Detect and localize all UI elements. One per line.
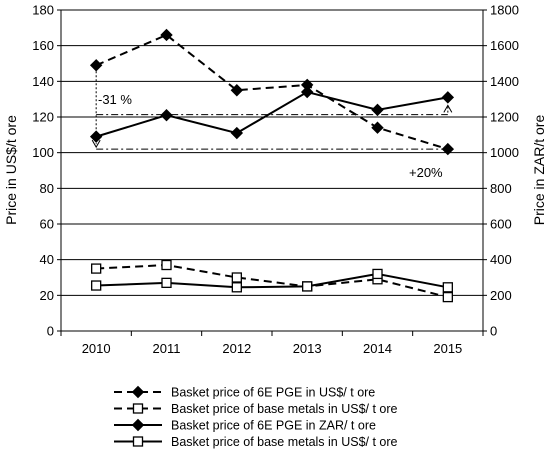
y2-tick-label: 400 [490, 252, 512, 267]
y-axis-left: 0 20 40 60 80 100 120 140 160 180 [32, 3, 61, 339]
y-tick-label: 40 [40, 252, 54, 267]
data-point [442, 291, 453, 303]
legend-item: Basket price of base metals in US$/ t or… [114, 402, 398, 416]
legend-marker [131, 418, 145, 432]
y2-tick-label: 1200 [490, 110, 519, 125]
series-layer [89, 28, 455, 303]
data-point [231, 272, 242, 283]
data-point [160, 28, 173, 42]
data-point [441, 142, 455, 156]
data-point [302, 281, 313, 292]
series-2 [89, 85, 455, 143]
x-tick-label: 2012 [222, 341, 251, 356]
legend-label: Basket price of base metals in US$/ t or… [171, 402, 398, 416]
y-tick-label: 160 [32, 38, 54, 53]
data-point [91, 280, 102, 291]
y2-tick-label: 800 [490, 181, 512, 196]
data-point [161, 259, 172, 271]
data-point [161, 277, 172, 289]
legend-marker [131, 385, 145, 399]
y2-tick-label: 1400 [490, 74, 519, 89]
data-point [89, 130, 103, 143]
series-line [96, 272, 449, 289]
series-3 [91, 268, 453, 293]
gridlines [61, 45, 483, 296]
y2-tick-label: 1600 [490, 38, 519, 53]
y-axis-title: Price in US$/t ore [3, 115, 19, 225]
data-point [441, 91, 455, 104]
legend-label: Basket price of 6E PGE in US$/ t ore [171, 386, 375, 400]
legend-label: Basket price of base metals in US$/ t or… [171, 435, 398, 449]
data-point [230, 126, 244, 140]
x-axis: 2010 2011 2012 2013 2014 2015 [60, 331, 484, 356]
x-tick-label: 2011 [153, 341, 181, 356]
y2-tick-label: 1800 [490, 3, 519, 18]
y-tick-label: 80 [40, 181, 54, 196]
y2-tick-label: 0 [490, 324, 497, 339]
data-point [442, 282, 453, 293]
y-tick-label: 100 [32, 145, 54, 160]
data-point [230, 84, 244, 97]
y2-tick-label: 1000 [490, 145, 519, 160]
y-tick-label: 120 [32, 110, 54, 125]
data-point [371, 121, 384, 134]
series-line [95, 90, 449, 138]
legend-marker [132, 403, 144, 414]
legend-item: Basket price of 6E PGE in ZAR/ t ore [114, 419, 376, 433]
y-tick-label: 140 [32, 74, 54, 89]
x-tick-label: 2014 [363, 341, 392, 356]
plot-area [60, 9, 484, 332]
y2-axis-title: Price in ZAR/t ore [531, 115, 547, 226]
series-line [96, 264, 449, 299]
x-tick-label: 2013 [293, 341, 322, 356]
y-tick-label: 60 [40, 217, 54, 232]
y-tick-label: 0 [47, 324, 54, 339]
y2-tick-label: 600 [490, 217, 512, 232]
x-tick-label: 2010 [82, 341, 111, 356]
data-point [160, 109, 173, 122]
annotation-minus-31: -31 % [98, 92, 132, 107]
y-tick-label: 180 [32, 3, 54, 18]
data-point [372, 268, 383, 280]
arrowhead-down [91, 139, 101, 149]
data-point [371, 103, 384, 117]
arrowhead-up [443, 104, 453, 113]
legend-label: Basket price of 6E PGE in ZAR/ t ore [171, 419, 376, 433]
legend-item: Basket price of 6E PGE in US$/ t ore [114, 386, 375, 400]
legend-marker [132, 436, 144, 447]
annotation-plus-20: +20% [409, 165, 443, 180]
x-tick-label: 2015 [433, 341, 462, 356]
y2-tick-label: 200 [490, 288, 512, 303]
data-point [89, 59, 103, 72]
legend-item: Basket price of base metals in US$/ t or… [114, 435, 398, 449]
data-point [231, 282, 242, 293]
y-axis-right: 0 200 400 600 800 1000 1200 1400 1600 1800 [483, 3, 519, 339]
legend: Basket price of 6E PGE in US$/ t ore Bask… [114, 386, 398, 449]
series-line [95, 33, 449, 151]
data-point [300, 85, 314, 99]
y-tick-label: 20 [40, 288, 54, 303]
data-point [91, 263, 102, 274]
